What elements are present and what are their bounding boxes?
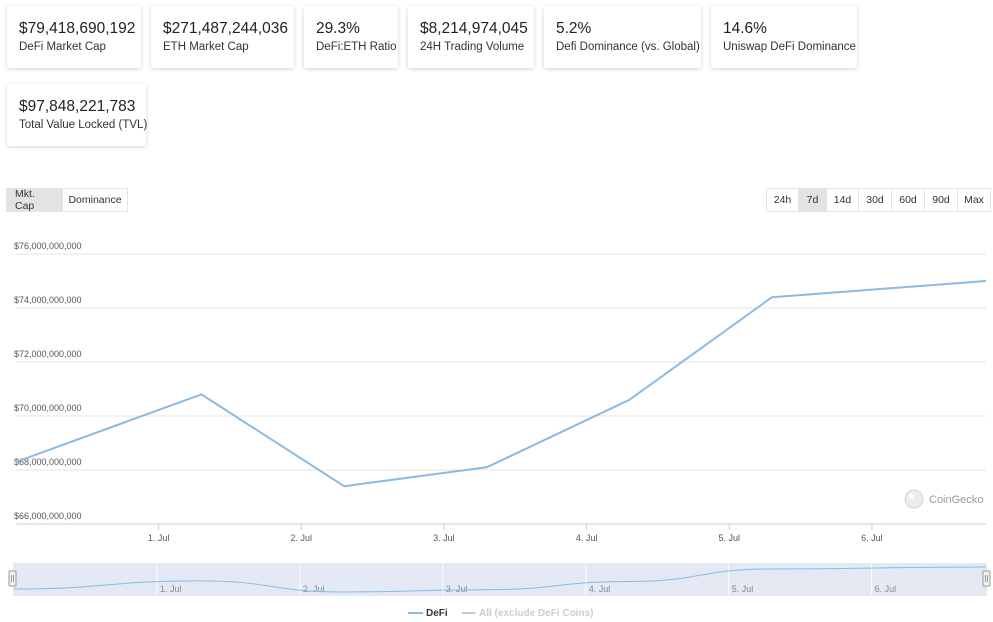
navigator-tick-label: 5. Jul (732, 584, 754, 594)
series (15, 280, 987, 488)
coingecko-logo-icon (904, 489, 924, 509)
stat-card-tvl: $97,848,221,783 Total Value Locked (TVL) (7, 84, 148, 146)
coingecko-eye-icon (908, 493, 914, 499)
x-tick-label: 2. Jul (291, 533, 313, 543)
y-tick-label: $68,000,000,000 (14, 457, 82, 467)
range-24h-button[interactable]: 24h (767, 189, 799, 211)
range-30d-button[interactable]: 30d (859, 189, 892, 211)
defi-series-line[interactable] (15, 280, 987, 488)
legend-label: DeFi (426, 608, 448, 619)
grid (16, 253, 986, 525)
navigator-series-line (13, 566, 987, 593)
x-tick-label: 4. Jul (576, 533, 598, 543)
range-60d-button[interactable]: 60d (892, 189, 925, 211)
navigator[interactable]: 1. Jul 2. Jul 3. Jul 4. Jul 5. Jul 6. Jul (8, 563, 991, 596)
legend-item-all[interactable]: All (exclude DeFi Coins) (462, 608, 593, 619)
range-7d-button[interactable]: 7d (799, 189, 827, 211)
x-tick-label: 6. Jul (861, 533, 883, 543)
y-axis: $76,000,000,000 $74,000,000,000 $72,000,00… (14, 241, 82, 521)
stat-label: Defi Dominance (vs. Global) (556, 41, 700, 53)
stat-label: ETH Market Cap (163, 41, 249, 53)
stat-card-uniswap-dominance: 14.6% Uniswap DeFi Dominance (711, 6, 857, 68)
navigator-tick-label: 1. Jul (160, 584, 182, 594)
legend-label: All (exclude DeFi Coins) (479, 608, 593, 619)
stat-card-defi-market-cap: $79,418,690,192 DeFi Market Cap (7, 6, 141, 68)
x-tick-label: 5. Jul (718, 533, 740, 543)
navigator-tick-label: 2. Jul (303, 584, 325, 594)
navigator-tick-label: 6. Jul (875, 584, 897, 594)
view-toggle: Mkt. Cap Dominance (6, 188, 128, 212)
x-tick-label: 1. Jul (148, 533, 170, 543)
legend: DeFi All (exclude DeFi Coins) (408, 608, 593, 619)
range-90d-button[interactable]: 90d (925, 189, 958, 211)
range-14d-button[interactable]: 14d (827, 189, 859, 211)
navigator-axis: 1. Jul 2. Jul 3. Jul 4. Jul 5. Jul 6. Jul (156, 564, 897, 595)
stat-value: 5.2% (556, 20, 592, 37)
y-tick-label: $66,000,000,000 (14, 511, 82, 521)
stat-card-defi-eth-ratio: 29.3% DeFi:ETH Ratio (304, 6, 398, 68)
stat-label: DeFi Market Cap (19, 41, 106, 53)
stat-label: Uniswap DeFi Dominance (723, 41, 856, 53)
coingecko-credit[interactable]: CoinGecko (904, 489, 983, 509)
dominance-button[interactable]: Dominance (63, 189, 127, 211)
stat-value: 14.6% (723, 20, 767, 37)
x-axis: 1. Jul 2. Jul 3. Jul 4. Jul 5. Jul 6. Jul (148, 524, 883, 543)
y-tick-label: $76,000,000,000 (14, 241, 82, 251)
stat-label: DeFi:ETH Ratio (316, 41, 397, 53)
navigator-tick-label: 3. Jul (446, 584, 468, 594)
mkt-cap-button[interactable]: Mkt. Cap (7, 188, 63, 212)
stat-value: $79,418,690,192 (19, 20, 136, 37)
stat-value: 29.3% (316, 20, 360, 37)
stat-label: Total Value Locked (TVL) (19, 119, 148, 131)
stat-card-eth-market-cap: $271,487,244,036 ETH Market Cap (151, 6, 294, 68)
navigator-right-handle[interactable] (982, 570, 991, 587)
stat-value: $97,848,221,783 (19, 98, 136, 115)
y-tick-label: $72,000,000,000 (14, 349, 82, 359)
coingecko-label: CoinGecko (929, 494, 983, 506)
legend-item-defi[interactable]: DeFi (408, 608, 448, 619)
stat-value: $271,487,244,036 (163, 20, 288, 37)
navigator-left-handle[interactable] (8, 570, 17, 587)
stat-value: $8,214,974,045 (420, 20, 528, 37)
range-selector: 24h 7d 14d 30d 60d 90d Max (766, 188, 991, 212)
range-max-button[interactable]: Max (958, 189, 990, 211)
y-tick-label: $74,000,000,000 (14, 295, 82, 305)
stat-card-defi-dominance: 5.2% Defi Dominance (vs. Global) (544, 6, 701, 68)
navigator-tick-label: 4. Jul (589, 584, 611, 594)
x-tick-label: 3. Jul (433, 533, 455, 543)
stat-card-trading-volume: $8,214,974,045 24H Trading Volume (408, 6, 534, 68)
y-tick-label: $70,000,000,000 (14, 403, 82, 413)
stat-label: 24H Trading Volume (420, 41, 525, 53)
